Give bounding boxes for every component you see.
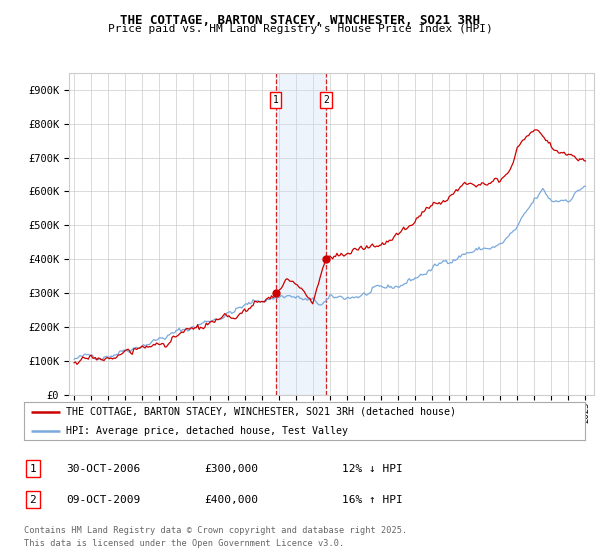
Text: 09-OCT-2009: 09-OCT-2009 [66, 494, 140, 505]
Text: This data is licensed under the Open Government Licence v3.0.: This data is licensed under the Open Gov… [24, 539, 344, 548]
Text: 12% ↓ HPI: 12% ↓ HPI [342, 464, 403, 474]
Text: 1: 1 [29, 464, 37, 474]
Text: 2: 2 [29, 494, 37, 505]
Text: £300,000: £300,000 [204, 464, 258, 474]
Text: 1: 1 [273, 95, 278, 105]
Text: Contains HM Land Registry data © Crown copyright and database right 2025.: Contains HM Land Registry data © Crown c… [24, 526, 407, 535]
Text: THE COTTAGE, BARTON STACEY, WINCHESTER, SO21 3RH: THE COTTAGE, BARTON STACEY, WINCHESTER, … [120, 14, 480, 27]
Bar [276, 73, 326, 395]
Text: THE COTTAGE, BARTON STACEY, WINCHESTER, SO21 3RH (detached house): THE COTTAGE, BARTON STACEY, WINCHESTER, … [66, 407, 456, 417]
Text: 2: 2 [323, 95, 329, 105]
Text: 16% ↑ HPI: 16% ↑ HPI [342, 494, 403, 505]
Text: £400,000: £400,000 [204, 494, 258, 505]
Text: Price paid vs. HM Land Registry's House Price Index (HPI): Price paid vs. HM Land Registry's House … [107, 24, 493, 34]
Text: 30-OCT-2006: 30-OCT-2006 [66, 464, 140, 474]
Text: HPI: Average price, detached house, Test Valley: HPI: Average price, detached house, Test… [66, 426, 348, 436]
